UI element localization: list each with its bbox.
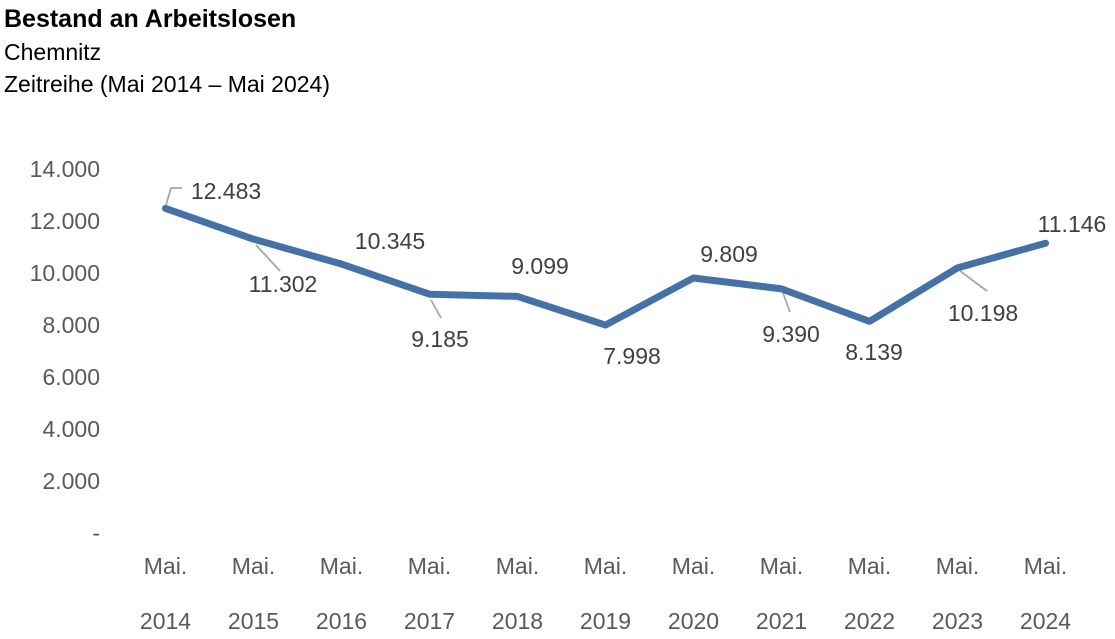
y-axis-tick-labels: 14.000 12.000 10.000 8.000 6.000 4.000 2.000 - [30,156,100,546]
data-labels: 12.483 11.302 10.345 9.185 9.099 7.998 9.809 9.… [191,178,1107,369]
series-line [162,204,1049,329]
y-axis-tick-label: 8.000 [42,312,100,338]
data-label: 9.099 [511,253,569,279]
data-label: 7.998 [603,343,661,369]
y-axis-tick-label: 6.000 [42,364,100,390]
data-label-leader-line [782,292,791,313]
chart-title: Bestand an Arbeitslosen [4,5,297,33]
x-axis-month-label: Mai. [496,553,539,579]
x-axis-year-label: 2022 [844,608,895,634]
data-label: 11.146 [1038,211,1107,237]
x-axis-month-label: Mai. [232,553,275,579]
chart-header: Bestand an Arbeitslosen Chemnitz Zeitrei… [4,3,330,100]
x-axis-month-label: Mai. [760,553,803,579]
data-label: 9.390 [762,321,820,347]
x-axis-year-label: 2016 [316,608,367,634]
data-label: 10.345 [355,228,425,254]
chart-region: Chemnitz [4,39,102,65]
data-label-leader-line [430,299,442,319]
chart-period: Zeitreihe (Mai 2014 – Mai 2024) [4,71,330,97]
data-label: 12.483 [191,178,261,204]
data-label-leader-lines [165,187,988,319]
x-axis-month-label: Mai. [584,553,627,579]
x-axis-month-label: Mai. [144,553,187,579]
y-axis-tick-label: 2.000 [42,468,100,494]
x-axis-month-label: Mai. [848,553,891,579]
x-axis-month-label: Mai. [936,553,979,579]
data-label: 10.198 [948,300,1018,326]
y-axis-tick-label: 10.000 [30,260,100,286]
y-axis-tick-label: - [92,520,100,546]
y-axis-tick-label: 14.000 [30,156,100,182]
data-label-leader-line [959,270,988,292]
data-label-leader-line [165,187,182,206]
y-axis-tick-label: 4.000 [42,416,100,442]
x-axis-year-label: 2023 [932,608,983,634]
data-label-leader-line [255,244,281,272]
data-label: 9.185 [411,326,469,352]
data-label: 8.139 [845,339,903,365]
data-label: 9.809 [700,241,758,267]
x-axis-year-label: 2015 [228,608,279,634]
x-axis-month-label: Mai. [672,553,715,579]
x-axis-year-label: 2019 [580,608,631,634]
x-axis-year-label: 2020 [668,608,719,634]
x-axis-year-label: 2021 [756,608,807,634]
y-axis-tick-label: 12.000 [30,208,100,234]
x-axis-year-label: 2017 [404,608,455,634]
x-axis-year-label: 2014 [140,608,191,634]
x-axis-month-label: Mai. [320,553,363,579]
x-axis-month-label: Mai. [408,553,451,579]
x-axis-year-label: 2018 [492,608,543,634]
x-axis-labels: Mai. 2014 Mai. 2015 Mai. 2016 Mai. 2017 Mai. 2018… [140,553,1071,634]
x-axis-year-label: 2024 [1020,608,1071,634]
data-label: 11.302 [249,271,318,297]
x-axis-month-label: Mai. [1024,553,1067,579]
